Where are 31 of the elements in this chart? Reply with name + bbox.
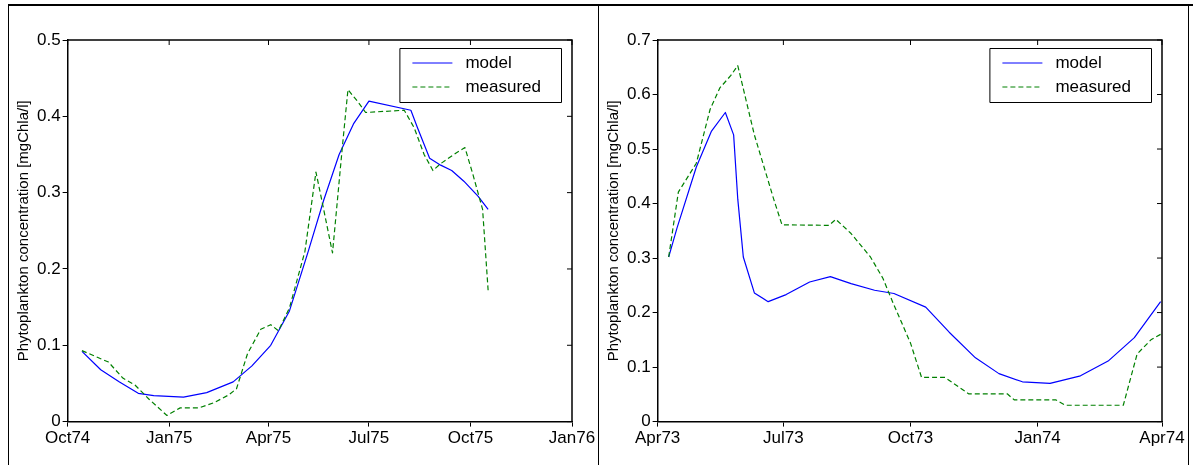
x-tick-label: Oct73 [887, 428, 934, 448]
y-tick-label: 0.7 [626, 29, 651, 49]
y-tick-label: 0.2 [626, 302, 651, 322]
y-tick-label: 0.5 [36, 29, 61, 49]
legend-label: measured [465, 76, 542, 96]
x-tick-label: Jan76 [548, 428, 596, 448]
x-tick-label: Apr75 [245, 428, 292, 448]
x-tick-label: Apr74 [1139, 428, 1185, 448]
y-tick-label: 0.6 [626, 84, 651, 104]
x-tick-label: Jan74 [1014, 428, 1061, 448]
legend-label: measured [1055, 76, 1132, 96]
y-tick-label: 0.4 [36, 106, 61, 126]
y-axis-title: Phytoplankton concentration [mgChla/l] [604, 100, 622, 362]
y-tick-label: 0.1 [626, 356, 651, 376]
y-tick-label: 0.1 [36, 334, 61, 354]
y-tick-label: 0.3 [36, 182, 61, 202]
x-tick-label: Jan75 [146, 428, 193, 448]
x-tick-label: Apr73 [634, 428, 681, 448]
x-tick-label: Oct75 [447, 428, 494, 448]
y-tick-label: 0 [641, 411, 651, 431]
y-tick-label: 0.4 [626, 193, 651, 213]
y-tick-label: 0 [51, 411, 61, 431]
legend-label: model [1055, 52, 1102, 72]
y-tick-label: 0.3 [626, 247, 651, 267]
x-tick-label: Jul75 [348, 428, 390, 448]
y-tick-label: 0.2 [36, 258, 61, 278]
y-tick-label: 0.5 [626, 138, 651, 158]
legend-label: model [465, 52, 512, 72]
x-tick-label: Oct74 [44, 428, 91, 448]
y-axis-title: Phytoplankton concentration [mgChla/l] [14, 100, 32, 362]
x-tick-label: Jul73 [763, 428, 804, 448]
